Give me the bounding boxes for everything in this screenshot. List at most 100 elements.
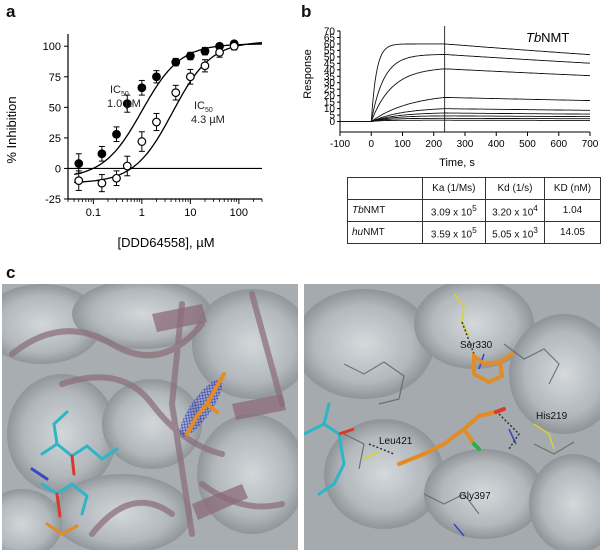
ic50-right-label: IC — [194, 100, 205, 112]
y-tick-label: 35 — [324, 72, 336, 83]
sensorgram-trace — [340, 54, 591, 122]
x-axis-label: [DDD64558], µM — [117, 235, 214, 250]
x-tick-label: 700 — [582, 139, 599, 150]
y-tick-label: 5 — [329, 111, 335, 122]
binding-site-drawing: Ser330 His219 Leu421 Gly397 — [304, 284, 600, 550]
panel-letter-c: c — [6, 263, 16, 282]
residue-label: Ser330 — [460, 340, 493, 351]
sensorgram-trace — [340, 96, 591, 122]
residue-label: Gly397 — [459, 491, 491, 502]
table-row: TbNMT 3.09 x 105 3.20 x 104 1.04 — [347, 199, 601, 222]
data-point — [112, 129, 121, 139]
KD-cell: 14.05 — [543, 221, 601, 244]
dose-response-points — [74, 39, 239, 193]
data-point — [185, 72, 195, 82]
y-tick-label: 0 — [329, 117, 335, 128]
x-tick-label: 300 — [457, 139, 474, 150]
sensorgram-trace — [340, 43, 591, 122]
residue-label: His219 — [536, 411, 568, 422]
data-point — [112, 173, 121, 183]
x-tick-label: 500 — [519, 139, 536, 150]
x-tick-label: 100 — [394, 139, 411, 150]
sensorgram-trace — [340, 119, 590, 122]
table-row: huNMT 3.59 x 105 5.05 x 103 14.05 — [347, 221, 601, 244]
sensorgram-trace — [340, 108, 590, 122]
data-point — [171, 88, 181, 98]
y-axis-label: % Inhibition — [4, 96, 19, 163]
table-header-cell: Ka (1/Ms) — [421, 177, 487, 200]
y-tick-label: 65 — [324, 33, 336, 44]
y-tick-label: 100 — [43, 41, 61, 53]
ic50-annotation-left: IC50 1.0 µM — [107, 84, 141, 110]
residue-labels: Ser330 His219 Leu421 Gly397 — [379, 340, 568, 502]
y-tick-label: 15 — [324, 98, 336, 109]
data-point — [152, 117, 161, 127]
x-tick-label: 0.1 — [86, 207, 101, 219]
ka-cell: 3.09 x 105 — [421, 199, 487, 222]
data-point — [200, 46, 210, 56]
data-point — [97, 149, 107, 159]
sensorgram-trace — [340, 112, 590, 122]
sensorgram-title: TbNMT — [526, 30, 569, 45]
binding-site-image: Ser330 His219 Leu421 Gly397 — [304, 284, 600, 550]
data-point — [122, 99, 132, 109]
table-header-row: Ka (1/Ms) Kd (1/s) KD (nM) — [347, 177, 601, 200]
x-tick-label: 400 — [488, 139, 505, 150]
structure-overview-drawing — [2, 284, 298, 550]
data-point — [152, 72, 161, 82]
x-tick-label: 10 — [184, 207, 196, 219]
kd-cell: 5.05 x 103 — [485, 221, 545, 244]
data-point — [171, 57, 181, 67]
row-name: huNMT — [347, 221, 423, 244]
y-tick-label: 50 — [49, 102, 61, 114]
data-point — [215, 47, 224, 57]
x-tick-label: 200 — [425, 139, 442, 150]
ic50-right-sub: 50 — [205, 107, 213, 114]
sensorgram-trace — [340, 115, 590, 122]
data-point — [74, 176, 84, 186]
y-tick-label: 25 — [324, 85, 336, 96]
y-tick-label: 25 — [49, 133, 61, 145]
ic50-annotation-right: IC50 4.3 µM — [191, 100, 225, 126]
y-tick-label: 55 — [324, 46, 336, 57]
data-point — [97, 178, 107, 188]
ic50-left-sub: 50 — [121, 91, 129, 98]
kinetics-table: Ka (1/Ms) Kd (1/s) KD (nM) TbNMT 3.09 x … — [347, 177, 601, 244]
sensorgram-curves — [340, 43, 591, 122]
table-header-cell: KD (nM) — [543, 177, 601, 200]
KD-cell: 1.04 — [543, 199, 601, 222]
y-tick-label: 0 — [55, 163, 61, 175]
row-name: TbNMT — [347, 199, 423, 222]
x-tick-label: 1 — [139, 207, 145, 219]
ka-cell: 3.59 x 105 — [421, 221, 487, 244]
y-tick-label: 30 — [324, 78, 336, 89]
data-point — [74, 159, 84, 168]
svg-text:IC50: IC50 — [194, 100, 213, 114]
x-tick-label: -100 — [330, 139, 350, 150]
data-point — [137, 137, 147, 146]
y-tick-label: 70 — [324, 27, 336, 38]
table-header-cell: Kd (1/s) — [485, 177, 545, 200]
panel-letter-b: b — [301, 2, 312, 21]
x-tick-label: 600 — [550, 139, 567, 150]
residue-label: Leu421 — [379, 436, 413, 447]
data-point — [185, 51, 195, 61]
sensorgram-y-label: Response — [302, 49, 314, 99]
data-point — [122, 161, 132, 171]
ic50-left-label: IC — [110, 84, 121, 96]
y-tick-label: 75 — [49, 72, 61, 84]
ic50-left-value: 1.0 µM — [107, 98, 141, 110]
dose-response-chart: -25 0 25 50 75 100 0.1 1 10 100 % Inhibition [DDD… — [4, 34, 263, 250]
y-tick-label: 60 — [324, 39, 336, 50]
svg-text:IC50: IC50 — [110, 84, 129, 98]
x-tick-label: 100 — [230, 207, 248, 219]
data-point — [229, 41, 239, 51]
structure-overview-image — [2, 284, 298, 550]
y-tick-label: 50 — [324, 52, 336, 63]
y-tick-label: 45 — [324, 59, 336, 70]
data-point — [200, 61, 210, 71]
ic50-right-value: 4.3 µM — [191, 114, 225, 126]
data-point — [137, 83, 147, 93]
sensorgram-trace — [340, 117, 590, 122]
